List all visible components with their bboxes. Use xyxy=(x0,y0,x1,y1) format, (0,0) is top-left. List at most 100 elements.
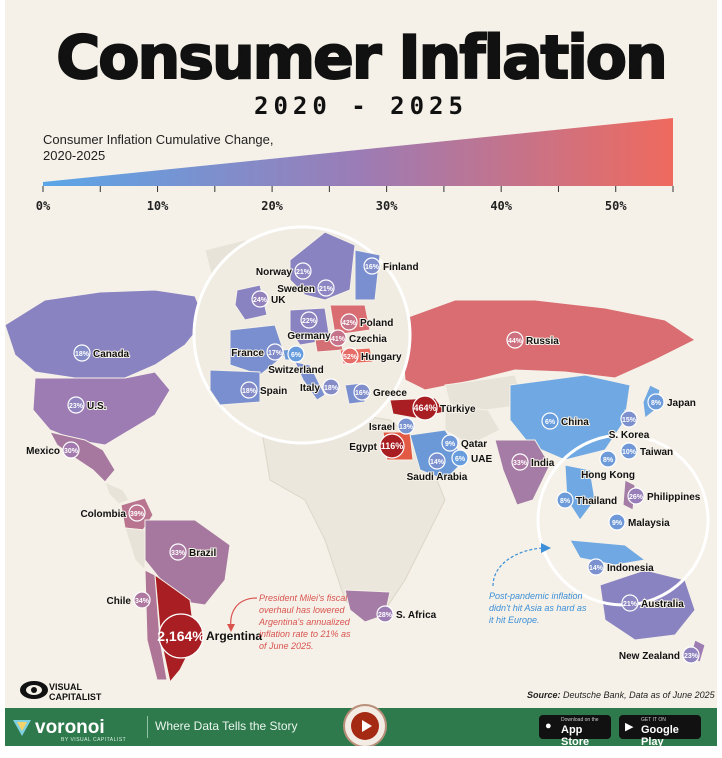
badge-value-egypt: 116% xyxy=(381,441,404,451)
badge-value-chile: 34% xyxy=(135,598,150,605)
badge-circle-saudi-arabia xyxy=(428,452,446,470)
country-badge-indonesia: 14% Indonesia xyxy=(587,558,655,576)
country-name-new-zealand: New Zealand xyxy=(619,651,680,662)
asia-annotation: Post-pandemic inflation didn't hit Asia … xyxy=(489,591,587,625)
country-badge-colombia: 39% Colombia xyxy=(79,504,146,522)
badge-circle-spain xyxy=(240,381,258,399)
play-button-inner[interactable] xyxy=(351,712,379,740)
country-name-switzerland: Switzerland xyxy=(268,365,324,376)
asia-arrowhead xyxy=(541,543,551,553)
land-australia xyxy=(599,569,696,641)
country-name-czechia: Czechia xyxy=(349,334,387,345)
badge-value-mexico: 30% xyxy=(64,448,79,455)
badge-circle-poland xyxy=(340,313,358,331)
badge-circle-japan xyxy=(647,393,665,411)
country-badge-qatar: 9% Qatar xyxy=(441,434,488,452)
badge-value-thailand: 8% xyxy=(560,498,571,505)
country-name-sweden: Sweden xyxy=(277,284,315,295)
badge-value-india: 33% xyxy=(513,460,528,467)
badge-value-new-zealand: 23% xyxy=(684,653,699,660)
badge-circle-norway xyxy=(294,262,312,280)
country-badge-switzerland: 6% Switzerland xyxy=(267,345,325,377)
badge-value-t-rkiye: 464% xyxy=(413,403,436,413)
badge-value-finland: 16% xyxy=(365,264,380,271)
badge-value-uae: 6% xyxy=(455,456,466,463)
badge-value-china: 6% xyxy=(545,419,556,426)
voronoi-brand-sub: BY VISUAL CAPITALIST xyxy=(61,737,127,743)
asia-arrow xyxy=(492,547,546,587)
badge-circle-philippines xyxy=(627,487,645,505)
badge-value-saudi-arabia: 14% xyxy=(430,459,445,466)
country-name-hong-kong: Hong Kong xyxy=(581,470,635,481)
badge-circle-malaysia xyxy=(608,513,626,531)
scale-tick-label: 40% xyxy=(490,199,512,213)
badge-value-australia: 21% xyxy=(623,601,638,608)
badge-circle-hungary xyxy=(341,347,359,365)
inset-norway-sweden xyxy=(289,231,356,301)
badge-value-sweden: 21% xyxy=(319,286,334,293)
country-name-colombia: Colombia xyxy=(80,509,126,520)
country-name-spain: Spain xyxy=(260,386,287,397)
badge-value-canada: 18% xyxy=(75,351,90,358)
badge-circle-germany xyxy=(300,311,318,329)
country-name-poland: Poland xyxy=(360,318,393,329)
badge-circle-indonesia xyxy=(587,558,605,576)
badge-value-qatar: 9% xyxy=(445,441,456,448)
country-badge-brazil: 33% Brazil xyxy=(169,543,217,561)
badge-value-taiwan: 10% xyxy=(622,449,637,456)
badge-circle-s-africa xyxy=(376,605,394,623)
badge-value-israel: 13% xyxy=(399,424,414,431)
country-badge-chile: 34%Chile xyxy=(106,591,151,609)
land-central-america xyxy=(104,481,130,505)
badge-circle-argentina xyxy=(158,613,204,659)
country-badge-china: 6% China xyxy=(541,412,590,430)
voronoi-brand[interactable]: voronoi xyxy=(35,717,105,738)
infographic-card: Consumer Inflation 2020 - 2025 Consumer … xyxy=(5,0,717,746)
legend-title: Consumer Inflation Cumulative Change, 20… xyxy=(43,132,274,163)
country-badge-u-s-: 23% U.S. xyxy=(67,396,108,414)
source-text: Deutsche Bank, Data as of June 2025 xyxy=(563,690,715,700)
brand-line-2: CAPITALIST xyxy=(49,692,102,702)
scale-tick-label: 10% xyxy=(147,199,169,213)
app-store-button[interactable]: ● Download on the App Store xyxy=(539,715,611,746)
google-play-icon: ▶ xyxy=(625,721,634,733)
badge-circle-canada xyxy=(73,344,91,362)
country-name-hungary: Hungary xyxy=(361,352,402,363)
country-name-saudi-arabia: Saudi Arabia xyxy=(407,472,468,483)
country-badge-argentina: 2,164% Argentina xyxy=(157,613,263,659)
badge-value-germany: 22% xyxy=(302,318,317,325)
country-badge-france: 17% France xyxy=(230,343,284,361)
badge-value-hungary: 52% xyxy=(343,354,358,361)
country-name-germany: Germany xyxy=(287,331,331,342)
inset-france xyxy=(229,324,286,376)
app-store-label: App Store xyxy=(561,724,590,746)
country-badge-spain: 18% Spain xyxy=(240,381,288,399)
badge-circle-u-s- xyxy=(67,396,85,414)
source-note: Source: Deutsche Bank, Data as of June 2… xyxy=(527,690,715,700)
country-name-uae: UAE xyxy=(471,454,492,465)
country-name-france: France xyxy=(231,348,264,359)
apple-icon: ● xyxy=(545,720,552,732)
badge-circle-uae xyxy=(451,449,469,467)
badge-circle-hong-kong xyxy=(599,450,617,468)
country-badge-india: 33% India xyxy=(511,453,556,471)
country-name-mexico: Mexico xyxy=(26,446,60,457)
page-subtitle: 2020 - 2025 xyxy=(254,92,468,120)
country-name-thailand: Thailand xyxy=(576,496,617,507)
country-name-s-africa: S. Africa xyxy=(396,610,437,621)
badge-value-indonesia: 14% xyxy=(589,565,604,572)
badge-circle-chile xyxy=(133,591,151,609)
land-russia xyxy=(399,299,696,391)
play-button[interactable] xyxy=(345,706,385,746)
country-badge-new-zealand: 23% New Zealand xyxy=(618,646,700,664)
country-badge-uae: 6% UAE xyxy=(451,449,493,467)
country-badge-t-rkiye: 464% Türkiye xyxy=(412,395,477,421)
land-us xyxy=(32,371,171,446)
badge-value-s-africa: 28% xyxy=(378,612,393,619)
scale-ticks: 0% 10% 20% 30% 40% 50% xyxy=(36,186,674,213)
app-store-top-text: Download on the xyxy=(561,717,599,723)
badge-circle-colombia xyxy=(128,504,146,522)
badge-value-norway: 21% xyxy=(296,269,311,276)
google-play-button[interactable]: ▶ GET IT ON Google Play xyxy=(619,715,701,746)
